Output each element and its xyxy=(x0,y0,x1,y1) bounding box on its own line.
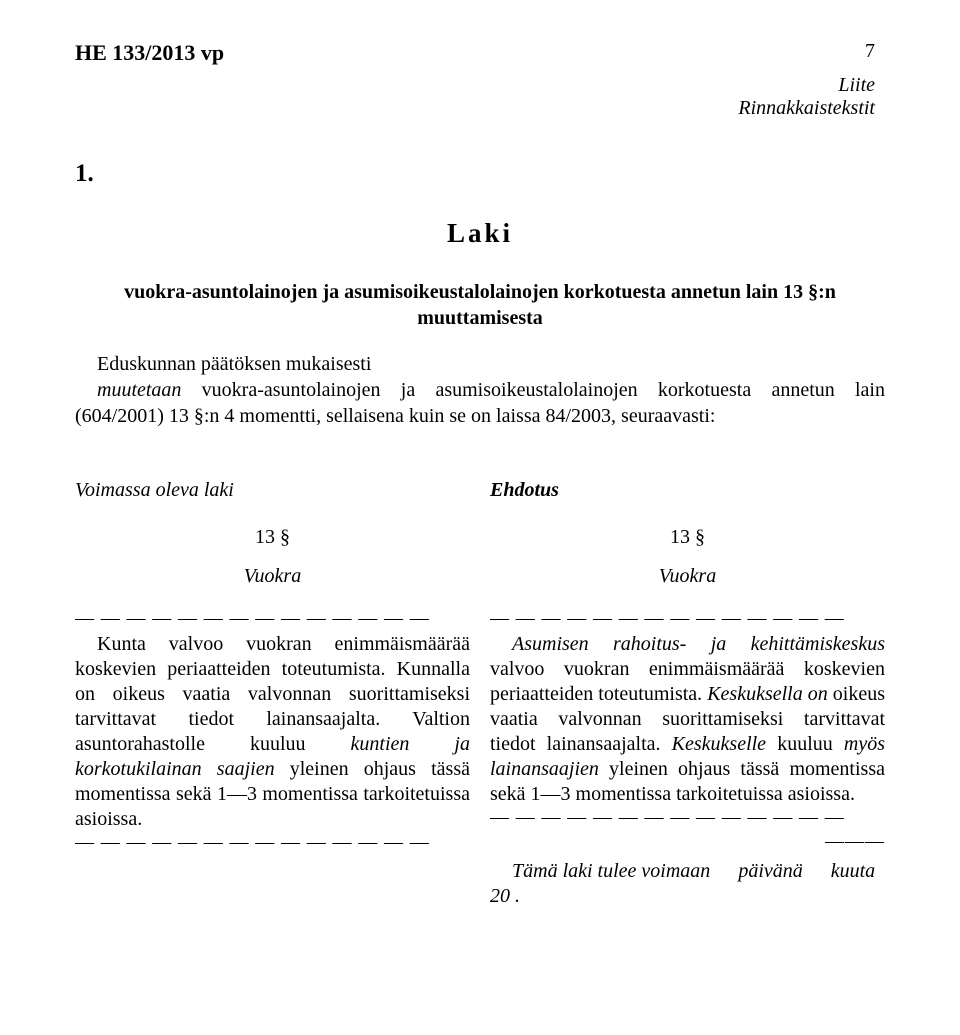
left-dashes-bottom: — — — — — — — — — — — — — — xyxy=(75,832,470,854)
right-para-italic3: Keskukselle xyxy=(672,733,766,755)
effective-pre: Tämä laki tulee voimaan xyxy=(512,860,710,882)
left-section-name: Vuokra xyxy=(75,565,470,588)
left-col-title: Voimassa oleva laki xyxy=(75,479,470,502)
intro-prefix: Eduskunnan päätöksen mukaisesti xyxy=(97,353,371,375)
appendix-label: Liite Rinnakkaistekstit xyxy=(75,74,885,120)
effective-year: 20 . xyxy=(490,885,520,907)
effective-mid: päivänä xyxy=(738,860,802,882)
header-row: HE 133/2013 vp 7 xyxy=(75,40,885,66)
right-para-italic2: Keskuksella on xyxy=(707,683,828,705)
left-section-num: 13 § xyxy=(75,526,470,549)
intro-paragraph: Eduskunnan päätöksen mukaisesti muutetaa… xyxy=(75,351,885,429)
intro-italic: muutetaan xyxy=(97,379,181,401)
right-dashes-bottom: — — — — — — — — — — — — — — xyxy=(490,807,885,829)
appendix-line1: Liite xyxy=(838,74,875,96)
left-dashes-top: — — — — — — — — — — — — — — xyxy=(75,608,470,630)
effective-tail: kuuta xyxy=(831,860,875,882)
law-subtitle: vuokra-asuntolainojen ja asumisoikeustal… xyxy=(100,279,860,331)
right-dashes-top: — — — — — — — — — — — — — — xyxy=(490,608,885,630)
right-section-num: 13 § xyxy=(490,526,885,549)
appendix-line2: Rinnakkaistekstit xyxy=(738,97,875,119)
right-dashes-short: ——— xyxy=(490,831,885,853)
laki-heading: Laki xyxy=(75,218,885,249)
section-number-big: 1. xyxy=(75,160,885,188)
right-section-name: Vuokra xyxy=(490,565,885,588)
left-column: Voimassa oleva laki 13 § Vuokra — — — — … xyxy=(75,479,470,909)
effective-clause: Tämä laki tulee voimaan päivänä kuuta 20 . xyxy=(490,859,885,909)
page-number: 7 xyxy=(865,40,885,63)
intro-body: vuokra-asuntolainojen ja asumisoikeustal… xyxy=(75,379,885,427)
right-para-italic1: Asumisen rahoitus- ja kehittämiskeskus xyxy=(512,633,885,655)
right-column: Ehdotus 13 § Vuokra — — — — — — — — — — … xyxy=(490,479,885,909)
columns-container: Voimassa oleva laki 13 § Vuokra — — — — … xyxy=(75,479,885,909)
right-body-text: Asumisen rahoitus- ja kehittämiskeskus v… xyxy=(490,632,885,807)
right-para-mid3: kuuluu xyxy=(766,733,844,755)
document-id: HE 133/2013 vp xyxy=(75,40,224,66)
right-col-title: Ehdotus xyxy=(490,479,885,502)
left-body-text: Kunta valvoo vuokran enimmäismäärää kosk… xyxy=(75,632,470,832)
